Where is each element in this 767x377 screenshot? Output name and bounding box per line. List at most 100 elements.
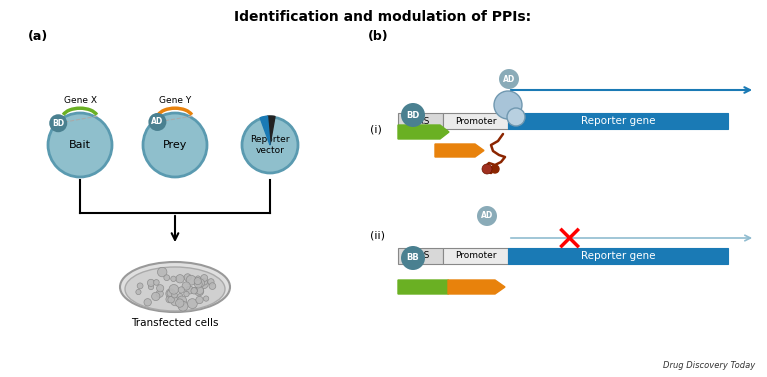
Circle shape: [187, 299, 197, 308]
Circle shape: [186, 286, 194, 294]
Text: BB: BB: [407, 253, 420, 262]
Circle shape: [171, 276, 176, 282]
Circle shape: [201, 279, 208, 285]
Text: (ii): (ii): [370, 231, 385, 241]
Circle shape: [191, 288, 197, 294]
Polygon shape: [398, 125, 449, 139]
Polygon shape: [398, 280, 458, 294]
Text: X: X: [415, 240, 423, 250]
Circle shape: [169, 285, 179, 294]
Text: AD: AD: [503, 75, 515, 83]
Circle shape: [172, 292, 177, 298]
Text: AD: AD: [481, 211, 493, 221]
Circle shape: [157, 267, 167, 277]
Circle shape: [209, 283, 216, 290]
Circle shape: [242, 117, 298, 173]
FancyBboxPatch shape: [443, 248, 508, 264]
Circle shape: [201, 274, 208, 282]
Circle shape: [153, 280, 160, 285]
Text: Prey: Prey: [163, 140, 187, 150]
Text: (b): (b): [368, 30, 389, 43]
Text: Gene X: Gene X: [64, 96, 97, 105]
Text: Identification and modulation of PPIs:: Identification and modulation of PPIs:: [235, 10, 532, 24]
Circle shape: [184, 291, 189, 297]
Circle shape: [137, 283, 143, 289]
Circle shape: [199, 280, 208, 289]
Text: BD: BD: [52, 119, 64, 128]
Text: Reporter
vector: Reporter vector: [250, 135, 290, 155]
Circle shape: [401, 103, 425, 127]
Text: Reporter gene: Reporter gene: [581, 251, 655, 261]
Circle shape: [491, 165, 499, 173]
Wedge shape: [268, 116, 275, 145]
Circle shape: [156, 285, 164, 292]
Circle shape: [178, 293, 183, 299]
Circle shape: [401, 246, 425, 270]
Circle shape: [178, 301, 188, 311]
Ellipse shape: [120, 262, 230, 312]
Circle shape: [178, 287, 185, 293]
Circle shape: [171, 297, 179, 306]
Circle shape: [195, 287, 204, 296]
FancyBboxPatch shape: [508, 113, 728, 129]
Circle shape: [147, 279, 155, 287]
Circle shape: [144, 299, 151, 306]
Circle shape: [196, 287, 203, 294]
Circle shape: [152, 292, 160, 300]
Circle shape: [48, 113, 112, 177]
Text: X: X: [420, 85, 426, 95]
Text: (i): (i): [370, 125, 382, 135]
Circle shape: [177, 296, 186, 305]
Circle shape: [195, 276, 201, 282]
Circle shape: [148, 113, 166, 131]
Text: Promoter: Promoter: [455, 116, 496, 126]
Text: Y: Y: [473, 85, 480, 95]
Circle shape: [499, 69, 519, 89]
Circle shape: [166, 289, 176, 299]
Circle shape: [192, 288, 197, 293]
Text: UAS: UAS: [411, 116, 430, 126]
Ellipse shape: [125, 267, 225, 311]
Circle shape: [477, 206, 497, 226]
Circle shape: [494, 91, 522, 119]
Circle shape: [156, 290, 163, 297]
Text: UAS: UAS: [411, 251, 430, 261]
FancyBboxPatch shape: [398, 248, 443, 264]
Text: Promoter: Promoter: [455, 251, 496, 261]
Circle shape: [196, 296, 203, 303]
Circle shape: [184, 274, 191, 281]
Circle shape: [195, 280, 202, 288]
Text: BD: BD: [407, 110, 420, 120]
FancyBboxPatch shape: [443, 113, 508, 129]
Circle shape: [194, 277, 201, 285]
FancyBboxPatch shape: [508, 248, 728, 264]
Circle shape: [182, 282, 190, 290]
Text: Drug Discovery Today: Drug Discovery Today: [663, 361, 755, 370]
Polygon shape: [435, 144, 484, 157]
Wedge shape: [260, 116, 270, 145]
Text: AD: AD: [151, 118, 163, 126]
Circle shape: [208, 279, 214, 285]
Polygon shape: [448, 280, 505, 294]
Text: Transfected cells: Transfected cells: [131, 318, 219, 328]
Circle shape: [143, 113, 207, 177]
Circle shape: [176, 274, 184, 283]
Circle shape: [136, 290, 141, 295]
Circle shape: [49, 114, 67, 132]
Text: Reporter gene: Reporter gene: [581, 116, 655, 126]
Circle shape: [168, 296, 174, 303]
Circle shape: [482, 164, 492, 174]
Text: Gene Y: Gene Y: [159, 96, 191, 105]
Circle shape: [186, 275, 196, 285]
Circle shape: [164, 275, 170, 280]
Text: Y: Y: [452, 222, 459, 231]
Text: (a): (a): [28, 30, 48, 43]
Text: Bait: Bait: [69, 140, 91, 150]
FancyBboxPatch shape: [398, 113, 443, 129]
Circle shape: [203, 296, 209, 301]
Circle shape: [507, 108, 525, 126]
Circle shape: [196, 279, 205, 287]
Circle shape: [166, 296, 173, 303]
Circle shape: [176, 299, 184, 307]
Circle shape: [148, 284, 153, 290]
